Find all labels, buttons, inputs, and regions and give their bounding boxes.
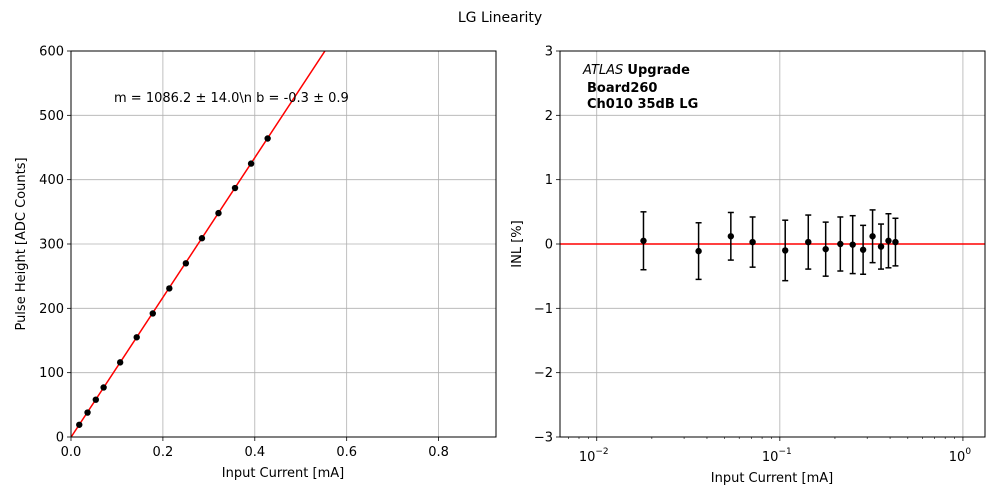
data-point [231, 184, 239, 192]
x-tick-label: 0.0 [61, 445, 82, 460]
data-point [149, 310, 156, 317]
data-point [849, 241, 856, 248]
data-point [247, 160, 255, 167]
x-tick-label: 0.8 [428, 445, 449, 460]
x-tick-exponent: 0 [965, 447, 971, 457]
left-x-axis-label: Input Current [mA] [222, 466, 344, 481]
data-point [198, 235, 206, 242]
board-label: Board260 [587, 81, 657, 96]
y-tick-label: 1 [545, 173, 553, 188]
left-y-axis-label: Pulse Height [ADC Counts] [14, 157, 29, 330]
y-tick-label: 3 [545, 45, 553, 60]
left-data-points [76, 135, 271, 428]
linear-fit-group [71, 51, 326, 437]
x-tick-label: 0.6 [336, 445, 357, 460]
data-point [822, 245, 829, 253]
y-tick-label: 600 [39, 45, 64, 60]
data-point [166, 285, 173, 292]
data-point [92, 396, 100, 403]
atlas-italic-text: ATLAS [582, 63, 623, 78]
upgrade-bold-text: Upgrade [627, 63, 690, 78]
y-tick-label: 2 [545, 109, 553, 124]
y-tick-label: 200 [39, 302, 64, 317]
right-data-points [640, 209, 899, 282]
data-point [727, 233, 735, 240]
data-point [133, 334, 140, 341]
y-tick-label: 300 [39, 238, 64, 253]
y-tick-label: −3 [534, 431, 553, 446]
x-tick-label: 10−1 [762, 447, 792, 465]
data-point [215, 209, 222, 217]
x-tick-exponent: −2 [595, 447, 608, 457]
data-point [892, 238, 899, 246]
x-tick-base: 10 [762, 450, 779, 465]
data-point [869, 233, 876, 240]
data-point [837, 240, 844, 248]
x-tick-base: 10 [949, 450, 966, 465]
y-tick-label: 400 [39, 173, 64, 188]
data-point [640, 237, 647, 244]
y-tick-label: 500 [39, 109, 64, 124]
x-tick-label: 0.2 [153, 445, 174, 460]
data-point [100, 384, 107, 391]
y-tick-label: −1 [534, 302, 553, 317]
x-tick-base: 10 [579, 450, 596, 465]
channel-label: Ch010 35dB LG [587, 97, 698, 112]
x-tick-label: 10−2 [579, 447, 609, 465]
data-point [264, 135, 271, 142]
right-y-axis-label: INL [%] [510, 220, 525, 267]
figure-title: LG Linearity [458, 10, 542, 26]
fit-parameters-annotation: m = 1086.2 ± 14.0\n b = -0.3 ± 0.9 [114, 91, 349, 106]
left-plot-frame [70, 50, 497, 438]
right-x-axis-label: Input Current [mA] [711, 471, 833, 486]
data-point [116, 359, 124, 366]
y-tick-label: 100 [39, 366, 64, 381]
data-point [885, 237, 892, 244]
y-tick-label: 0 [545, 238, 553, 253]
y-tick-label: 0 [56, 431, 64, 446]
data-point [695, 247, 702, 255]
y-tick-label: −2 [534, 366, 553, 381]
linear-fit-line [71, 51, 326, 437]
data-point [782, 247, 789, 254]
data-point [76, 421, 83, 428]
data-point [749, 238, 756, 246]
x-tick-label: 100 [949, 447, 972, 465]
data-point [805, 238, 812, 246]
data-point [859, 246, 867, 253]
left-tick-labels: 0.0 0.2 0.4 0.6 0.8 0 100 200 300 400 500 600 [39, 45, 449, 461]
right-plot-frame [559, 50, 986, 438]
atlas-label-line-1: ATLAS Upgrade [582, 63, 690, 78]
data-point [182, 260, 190, 267]
data-point [84, 409, 91, 416]
data-point [877, 243, 885, 250]
pulse-height-panel: 0.0 0.2 0.4 0.6 0.8 0 100 200 300 400 500 600 m = 1… [14, 45, 497, 481]
x-tick-label: 0.4 [244, 445, 265, 460]
x-tick-exponent: −1 [778, 447, 791, 457]
